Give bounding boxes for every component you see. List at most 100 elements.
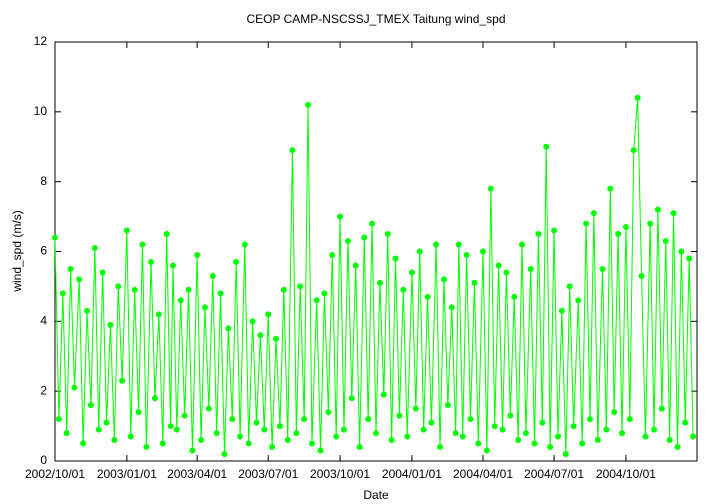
data-point	[181, 412, 188, 419]
data-point	[317, 447, 324, 454]
data-point	[169, 262, 176, 269]
data-point	[333, 433, 340, 440]
data-point	[666, 437, 673, 444]
data-point	[131, 286, 138, 293]
data-point	[579, 440, 586, 447]
data-point	[221, 451, 228, 458]
data-point	[475, 440, 482, 447]
data-point	[583, 220, 590, 227]
data-point	[603, 426, 610, 433]
x-tick-label: 2002/10/01	[25, 467, 85, 481]
y-tick-label: 2	[40, 383, 47, 397]
data-point	[177, 297, 184, 304]
data-point	[647, 220, 654, 227]
x-tick-label: 2004/10/01	[596, 467, 656, 481]
data-point	[352, 262, 359, 269]
data-point	[651, 426, 658, 433]
data-point	[373, 430, 379, 437]
data-point	[444, 402, 451, 409]
data-point	[630, 147, 637, 154]
data-point	[690, 433, 697, 440]
data-point	[201, 304, 208, 311]
data-point	[662, 238, 669, 245]
data-point	[686, 255, 693, 262]
data-point	[337, 213, 344, 220]
data-point	[280, 286, 287, 293]
data-point	[455, 241, 462, 248]
y-axis-label: wind_spd (m/s)	[10, 210, 24, 292]
data-point	[619, 430, 626, 437]
data-point	[155, 311, 162, 318]
data-point	[361, 234, 368, 241]
data-point	[471, 279, 478, 286]
x-tick-label: 2003/07/01	[238, 467, 298, 481]
data-point	[237, 433, 244, 440]
data-point	[99, 269, 106, 276]
y-tick-label: 8	[40, 174, 47, 188]
data-point	[301, 416, 308, 423]
data-point	[634, 94, 641, 101]
chart-title: CEOP CAMP-NSCSSJ_TMEX Taitung wind_spd	[247, 12, 506, 26]
data-point	[293, 430, 300, 437]
x-tick-label: 2003/04/01	[167, 467, 227, 481]
data-point	[261, 426, 268, 433]
data-point	[658, 405, 665, 412]
data-point	[678, 248, 685, 255]
data-point	[284, 437, 291, 444]
data-point	[95, 426, 102, 433]
data-point	[607, 185, 614, 192]
data-point	[499, 426, 506, 433]
data-point	[594, 437, 601, 444]
data-point	[63, 430, 70, 437]
data-point	[638, 272, 645, 279]
data-point	[205, 405, 212, 412]
data-point	[55, 416, 62, 423]
data-point	[507, 412, 514, 419]
data-point	[547, 444, 554, 451]
data-point	[396, 412, 403, 419]
data-point	[380, 391, 387, 398]
data-point	[91, 245, 98, 252]
data-point	[344, 238, 351, 245]
data-point	[404, 433, 411, 440]
data-point	[253, 419, 260, 426]
data-point	[467, 416, 474, 423]
data-point	[562, 451, 569, 458]
data-point	[587, 416, 593, 423]
data-point	[611, 409, 618, 416]
data-point	[289, 147, 296, 154]
data-point	[433, 241, 440, 248]
data-point	[233, 258, 240, 265]
data-point	[554, 433, 561, 440]
y-tick-label: 12	[34, 34, 48, 48]
data-point	[265, 311, 272, 318]
y-tick-label: 10	[34, 104, 48, 118]
data-point	[297, 283, 304, 290]
data-point	[241, 241, 248, 248]
x-tick-label: 2004/04/01	[453, 467, 513, 481]
x-tick-label: 2004/07/01	[524, 467, 584, 481]
data-point	[463, 251, 470, 258]
data-point	[84, 307, 91, 314]
data-point	[535, 231, 542, 238]
data-point	[515, 437, 522, 444]
data-point	[622, 224, 629, 231]
data-point	[452, 430, 459, 437]
data-point	[558, 307, 565, 314]
data-point	[52, 234, 58, 241]
data-point	[459, 433, 466, 440]
data-point	[198, 437, 205, 444]
y-tick-label: 4	[40, 314, 47, 328]
data-point	[543, 143, 550, 150]
data-point	[59, 290, 66, 297]
data-point	[67, 265, 74, 272]
data-point	[185, 286, 192, 293]
data-point	[428, 419, 435, 426]
data-point	[163, 231, 170, 238]
data-point	[437, 444, 444, 451]
data-point	[527, 265, 534, 272]
data-point	[348, 395, 355, 402]
data-point	[151, 395, 158, 402]
data-point	[135, 409, 142, 416]
data-point	[305, 101, 312, 108]
